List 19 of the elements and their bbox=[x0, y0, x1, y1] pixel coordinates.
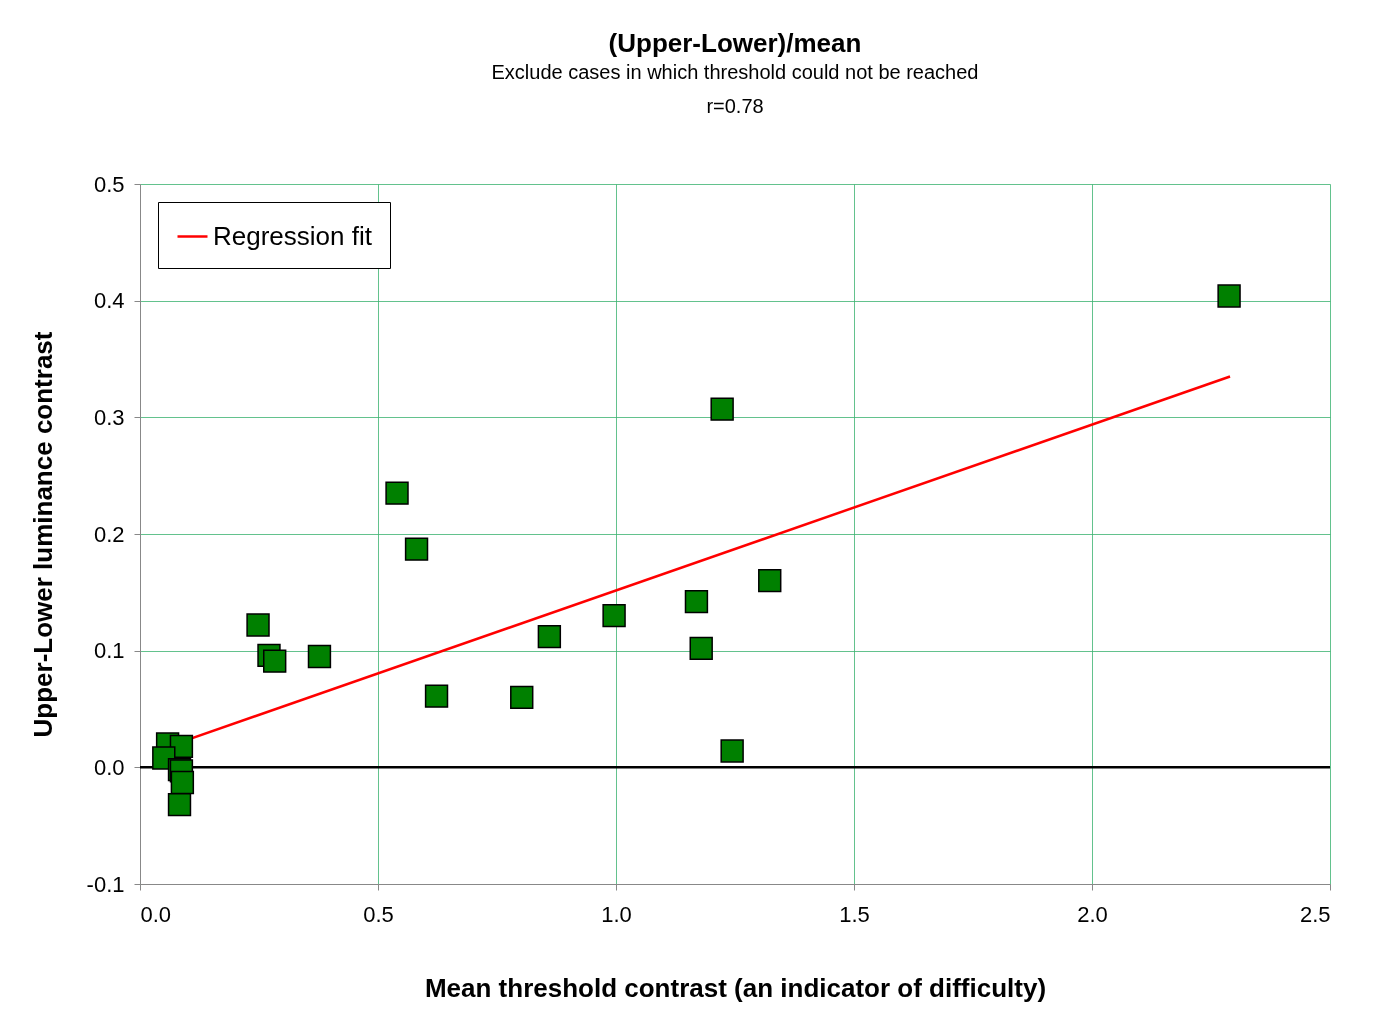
legend-label: Regression fit bbox=[213, 220, 373, 251]
y-tick-label: 0.0 bbox=[93, 754, 125, 780]
x-tick-label: 0.5 bbox=[363, 901, 394, 927]
y-tick-label: -0.1 bbox=[86, 871, 125, 897]
chart-subtitle: Exclude cases in which threshold could not be reached bbox=[491, 61, 979, 83]
y-tick-label: 0.5 bbox=[93, 171, 125, 197]
y-tick-label: 0.2 bbox=[93, 521, 125, 547]
chart-title: (Upper-Lower)/mean bbox=[608, 28, 862, 58]
y-tick-label: 0.1 bbox=[93, 638, 125, 664]
x-axis-title: Mean threshold contrast (an indicator of difficulty) bbox=[424, 972, 1047, 1003]
x-tick-label: 2.5 bbox=[1299, 901, 1331, 927]
y-axis-title: Upper-Lower luminance contrast bbox=[27, 331, 58, 738]
x-tick-label: 2.0 bbox=[1077, 901, 1108, 927]
x-tick-label: 1.5 bbox=[839, 901, 870, 927]
y-tick-label: 0.3 bbox=[93, 404, 125, 430]
x-tick-label: 0.0 bbox=[140, 901, 172, 927]
y-tick-label: 0.4 bbox=[93, 288, 125, 314]
x-tick-label: 1.0 bbox=[601, 901, 632, 927]
text: r=0.78 bbox=[706, 95, 764, 117]
